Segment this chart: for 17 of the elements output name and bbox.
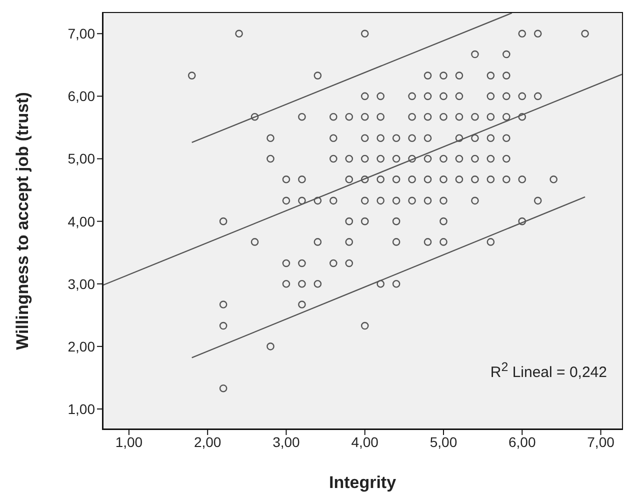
x-tick-label: 5,00: [430, 434, 458, 450]
y-tick-label: 7,00: [68, 26, 96, 42]
y-tick-label: 6,00: [68, 88, 96, 104]
y-tick-label: 2,00: [68, 338, 96, 354]
y-tick-label: 1,00: [68, 400, 96, 417]
y-tick-label: 5,00: [68, 150, 96, 167]
x-tick-label: 3,00: [272, 434, 300, 450]
x-tick-label: 4,00: [351, 434, 379, 450]
x-tick-label: 6,00: [508, 434, 536, 450]
x-tick-label: 1,00: [115, 434, 143, 450]
x-axis-title: Integrity: [328, 473, 397, 492]
x-tick-label: 2,00: [194, 434, 222, 450]
y-axis-title: Willingness to accept job (trust): [13, 92, 32, 350]
annotation: R$^{2}$ Lineal = 0,242: [490, 360, 607, 381]
x-tick-label: 7,00: [587, 434, 615, 450]
y-tick-label: 3,00: [68, 276, 96, 292]
y-tick-label: 4,00: [68, 213, 96, 230]
